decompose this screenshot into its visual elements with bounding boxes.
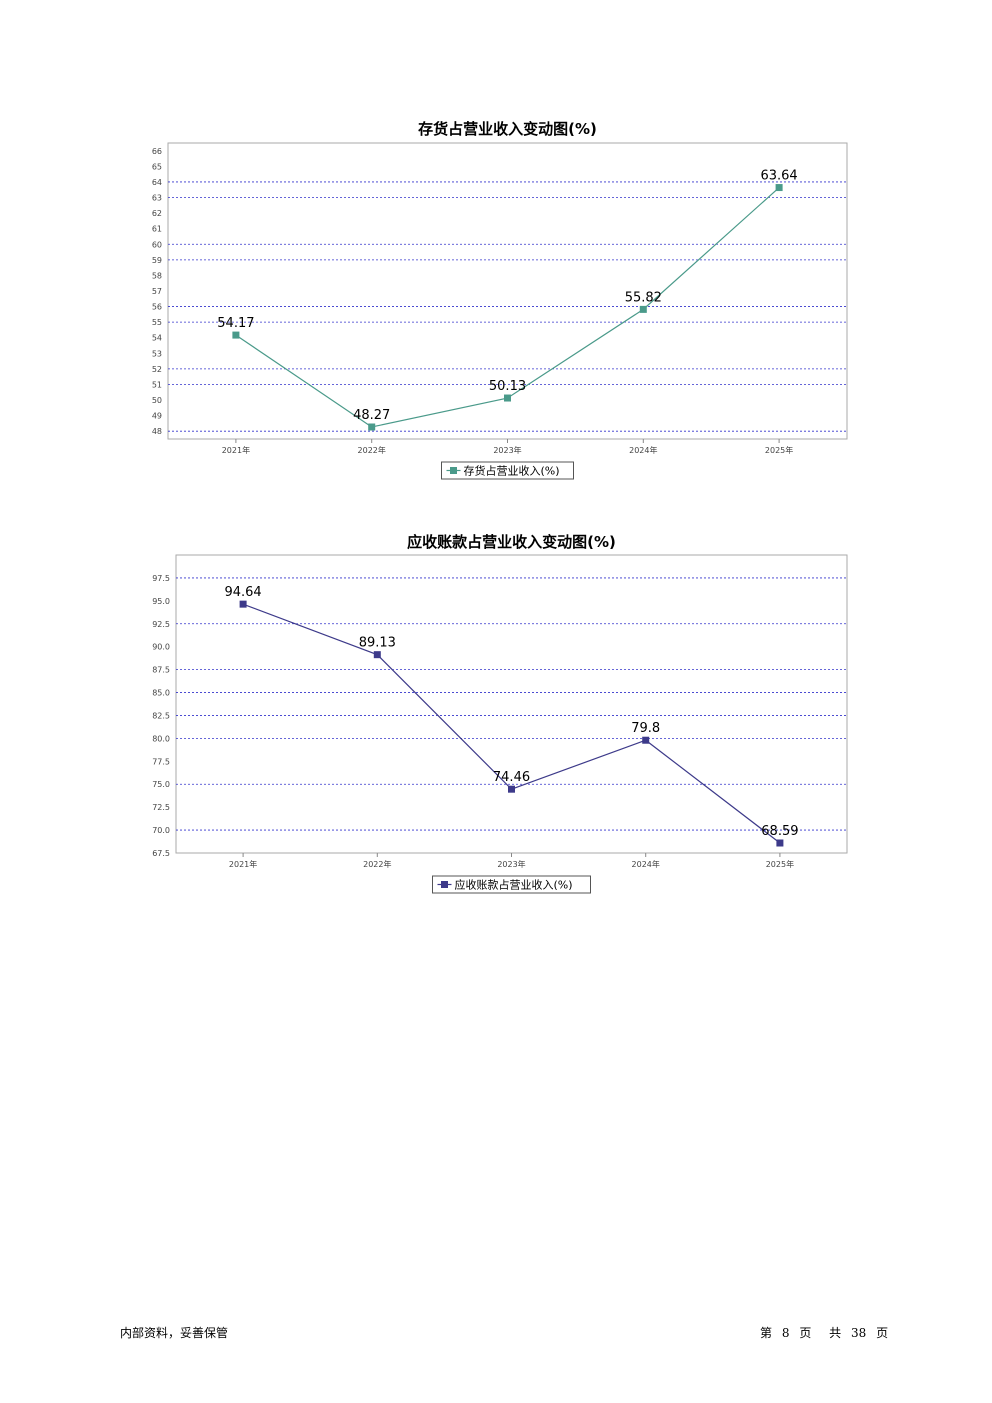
chart1-ytick-label: 66 — [152, 147, 162, 156]
chart1-data-label: 50.13 — [489, 379, 526, 394]
chart1-ytick-label: 65 — [152, 162, 162, 171]
footer-page-indicator: 第 8 页 共 38 页 — [760, 1324, 888, 1341]
chart2-ytick-label: 75.0 — [152, 780, 170, 789]
chart1-ytick-label: 52 — [152, 365, 162, 374]
chart1-data-point — [232, 331, 240, 339]
chart1-ytick-label: 61 — [152, 225, 162, 234]
chart2-xtick-label: 2024年 — [632, 859, 660, 869]
chart1-ytick-label: 50 — [152, 396, 162, 405]
chart1-data-point — [368, 423, 376, 431]
chart1-ytick-label: 60 — [152, 240, 162, 249]
chart2-data-label: 74.46 — [493, 770, 530, 785]
page-prefix: 第 — [760, 1326, 773, 1340]
chart1-xtick-label: 2023年 — [493, 445, 521, 455]
chart1-xtick-label: 2024年 — [629, 445, 657, 455]
chart2-xtick-label: 2022年 — [363, 859, 391, 869]
chart1-xtick-label: 2021年 — [222, 445, 250, 455]
chart2-data-point — [373, 651, 381, 659]
chart1-ytick-label: 51 — [152, 380, 162, 389]
chart2-data-label: 89.13 — [359, 636, 396, 651]
chart1-ytick-label: 64 — [152, 178, 162, 187]
page-total-prefix: 共 — [829, 1326, 842, 1340]
page-suffix: 页 — [876, 1326, 889, 1340]
chart1-ytick-label: 58 — [152, 271, 162, 280]
chart2-title: 应收账款占营业收入变动图(%) — [407, 533, 616, 551]
chart1-data-label: 48.27 — [353, 408, 390, 423]
chart1-data-point — [504, 394, 511, 402]
chart2-ytick-label: 72.5 — [152, 803, 170, 812]
page-mid: 页 — [799, 1326, 812, 1340]
chart2-ytick-label: 87.5 — [152, 666, 170, 675]
chart2-data-point — [642, 736, 650, 744]
chart1-data-point — [639, 305, 647, 313]
chart1-ytick-label: 57 — [152, 287, 162, 296]
chart2-ytick-label: 82.5 — [152, 711, 170, 720]
chart1-data-label: 63.64 — [760, 169, 797, 184]
page-total: 38 — [851, 1326, 867, 1340]
chart2-xtick-label: 2023年 — [497, 859, 525, 869]
inventory-ratio-chart-svg: 存货占营业收入变动图(%) 66 65 64 63 62 61 60 59 58 57 56 55 54 5… — [152, 120, 848, 480]
chart1-ytick-label: 54 — [152, 334, 162, 343]
chart2-ytick-label: 92.5 — [152, 620, 170, 629]
chart1-xtick-label: 2022年 — [358, 445, 386, 455]
chart2-xtick-label: 2021年 — [229, 859, 257, 869]
chart2-ytick-label: 95.0 — [152, 597, 170, 606]
chart2-data-label: 68.59 — [761, 824, 798, 839]
chart2-ytick-label: 85.0 — [152, 689, 170, 698]
chart2-plot-area — [175, 554, 848, 854]
chart2-legend — [432, 875, 591, 894]
chart2-ytick-label: 97.5 — [152, 574, 170, 583]
chart2-ytick-label: 70.0 — [152, 826, 170, 835]
chart2-legend-label: 应收账款占营业收入(%) — [455, 878, 573, 892]
chart1-xtick-label: 2025年 — [765, 445, 793, 455]
chart2-ytick-label: 67.5 — [152, 849, 170, 858]
chart1-ytick-label: 63 — [152, 194, 162, 203]
chart2-ytick-label: 80.0 — [152, 734, 170, 743]
chart1-ytick-label: 59 — [152, 256, 162, 265]
chart1-ytick-label: 62 — [152, 209, 162, 218]
chart1-data-label: 54.17 — [217, 316, 254, 331]
chart1-ytick-label: 49 — [152, 412, 162, 421]
footer-confidential-note: 内部资料，妥善保管 — [120, 1326, 229, 1340]
chart1-title: 存货占营业收入变动图(%) — [418, 120, 597, 138]
inventory-ratio-chart: 存货占营业收入变动图(%) 66 65 64 63 62 61 60 59 58 57 56 55 54 5… — [0, 110, 992, 490]
chart2-xtick-label: 2025年 — [766, 859, 794, 869]
chart1-ytick-label: 55 — [152, 318, 162, 327]
chart1-ytick-label: 53 — [152, 349, 162, 358]
chart1-ytick-label: 56 — [152, 303, 162, 312]
chart2-data-point — [239, 600, 247, 608]
chart2-data-point — [508, 785, 515, 793]
chart1-ytick-label: 48 — [152, 427, 162, 436]
chart2-ytick-label: 90.0 — [152, 643, 170, 652]
chart1-data-label: 55.82 — [625, 290, 662, 305]
chart2-ytick-label: 77.5 — [152, 757, 170, 766]
chart2-data-point — [776, 839, 784, 847]
chart2-data-label: 94.64 — [224, 585, 261, 600]
receivables-ratio-chart-svg: 应收账款占营业收入变动图(%) 97.5 95.0 92.5 90.0 87.5 85.0 8… — [152, 533, 848, 894]
page-current: 8 — [781, 1326, 790, 1340]
chart1-legend-marker — [450, 467, 457, 474]
chart1-plot-area — [167, 142, 848, 440]
receivables-ratio-chart: 应收账款占营业收入变动图(%) 97.5 95.0 92.5 90.0 87.5 85.0 8… — [0, 525, 992, 905]
chart1-data-point — [775, 184, 783, 192]
chart2-data-label: 79.8 — [631, 721, 660, 736]
chart1-legend — [441, 461, 574, 480]
chart1-legend-label: 存货占营业收入(%) — [464, 464, 560, 478]
chart2-legend-marker — [441, 881, 448, 888]
